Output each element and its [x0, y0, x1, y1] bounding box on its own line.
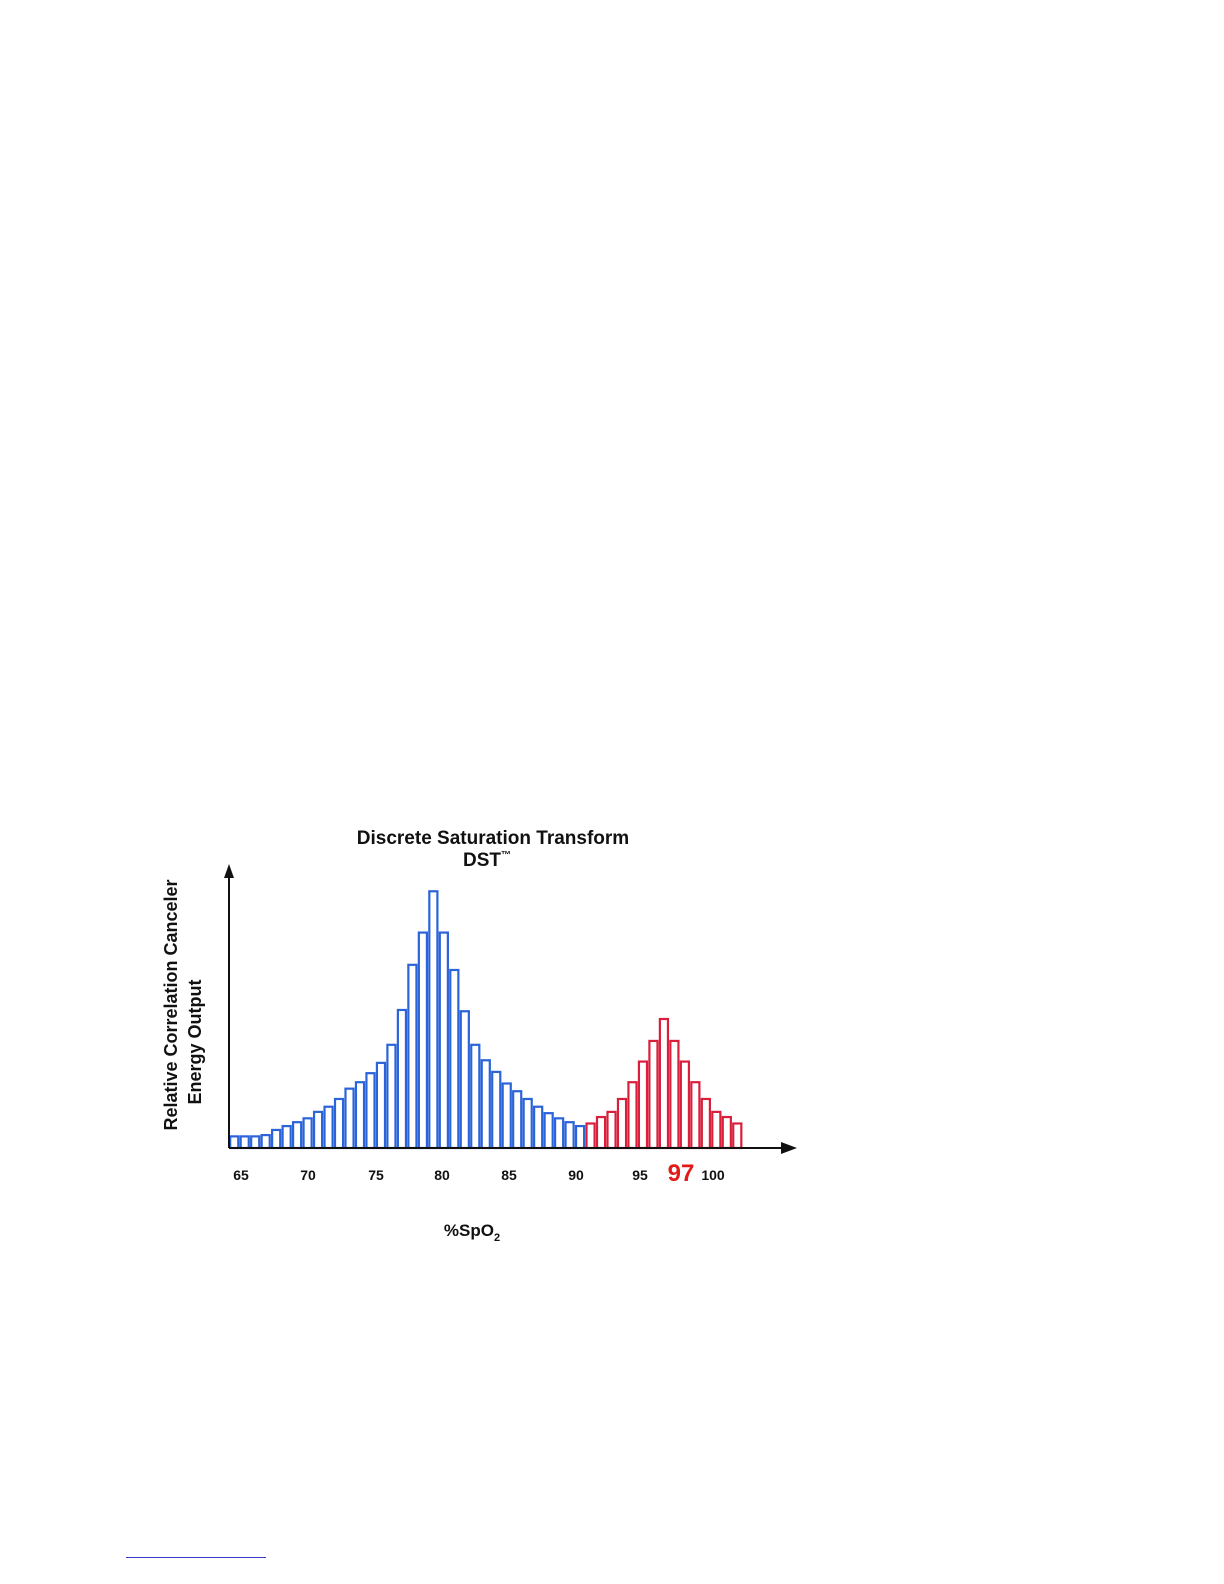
x-axis-label: %SpO2 [444, 1221, 500, 1244]
chart-subtitle-main: DST [463, 850, 501, 871]
x-tick-label-90: 90 [568, 1167, 584, 1183]
bar-series1-6 [281, 1124, 292, 1150]
x-axis-arrow [781, 1142, 797, 1154]
bar-series1-15 [375, 1061, 387, 1150]
bar-series1-7 [291, 1121, 303, 1150]
bar-series1-13 [354, 1081, 366, 1150]
bar-series1-3 [250, 1135, 261, 1150]
bar-series1-25 [480, 1059, 491, 1150]
bar-series2-8 [658, 1017, 670, 1150]
bar-series1-30 [533, 1105, 544, 1150]
bar-series1-9 [312, 1110, 324, 1150]
bar-series1-8 [302, 1117, 313, 1150]
bar-series1-32 [553, 1117, 565, 1150]
x-axis-label-main: %SpO [444, 1221, 494, 1240]
chart-subtitle: DST™ [463, 850, 511, 871]
bar-series1-11 [333, 1097, 345, 1150]
x-tick-labels: 65 70 75 80 85 90 95 100 [233, 1167, 725, 1183]
chart-title: Discrete Saturation Transform [357, 828, 629, 849]
y-axis-arrow [224, 864, 234, 878]
bar-series1-20 [428, 890, 439, 1150]
y-axis-label-line2: Energy Output [185, 979, 205, 1104]
bar-series2-5 [627, 1081, 638, 1150]
bar-series2-4 [616, 1097, 628, 1150]
x-tick-label-100: 100 [701, 1167, 725, 1183]
highlight-value-label: 97 [668, 1160, 695, 1187]
bar-series1-12 [344, 1087, 355, 1150]
x-tick-label-85: 85 [501, 1167, 517, 1183]
trademark-mark: ™ [501, 850, 511, 861]
bar-series1-4 [260, 1133, 271, 1150]
bar-series2-10 [679, 1060, 691, 1150]
bar-series1-26 [491, 1070, 502, 1150]
bar-series1-31 [543, 1112, 554, 1150]
bar-series1-23 [459, 1010, 470, 1150]
bar-series1-34 [574, 1124, 586, 1150]
bar-series1-17 [396, 1008, 408, 1150]
bar-series1-16 [386, 1043, 397, 1150]
bar-series1-24 [470, 1043, 481, 1150]
bar-series1-21 [438, 931, 449, 1150]
bar-series2-14 [721, 1115, 732, 1150]
bar-series2-13 [711, 1110, 722, 1150]
bar-series2-12 [700, 1097, 711, 1150]
bar-series1-1 [229, 1135, 240, 1150]
y-axis-label-line1: Relative Correlation Canceler [161, 879, 181, 1130]
bar-series2-1 [585, 1122, 596, 1150]
footer-separator-line [126, 1557, 266, 1558]
bar-series1-10 [323, 1105, 334, 1150]
bar-series1-5 [271, 1128, 282, 1150]
bar-series2-2 [595, 1115, 607, 1150]
bar-series1-33 [564, 1121, 575, 1150]
bar-series1-27 [501, 1082, 512, 1150]
bar-series1-14 [365, 1072, 376, 1150]
x-tick-label-95: 95 [632, 1167, 648, 1183]
bar-series1-22 [449, 968, 460, 1150]
x-tick-label-80: 80 [434, 1167, 450, 1183]
bar-series2-6 [637, 1060, 649, 1150]
x-tick-label-70: 70 [300, 1167, 316, 1183]
bar-series1-28 [512, 1090, 523, 1150]
bar-series2-15 [732, 1122, 743, 1150]
bar-series2-9 [669, 1039, 680, 1150]
bars-group [229, 890, 743, 1150]
bar-series2-3 [606, 1110, 617, 1150]
x-tick-label-65: 65 [233, 1167, 249, 1183]
bar-series2-7 [648, 1039, 659, 1150]
bar-series1-19 [417, 931, 429, 1150]
x-tick-label-75: 75 [368, 1167, 384, 1183]
bar-series2-11 [690, 1081, 701, 1150]
bar-series1-18 [407, 963, 418, 1150]
bar-series1-2 [239, 1135, 250, 1150]
bar-series1-29 [522, 1097, 533, 1150]
x-axis-label-subscript: 2 [494, 1232, 500, 1244]
